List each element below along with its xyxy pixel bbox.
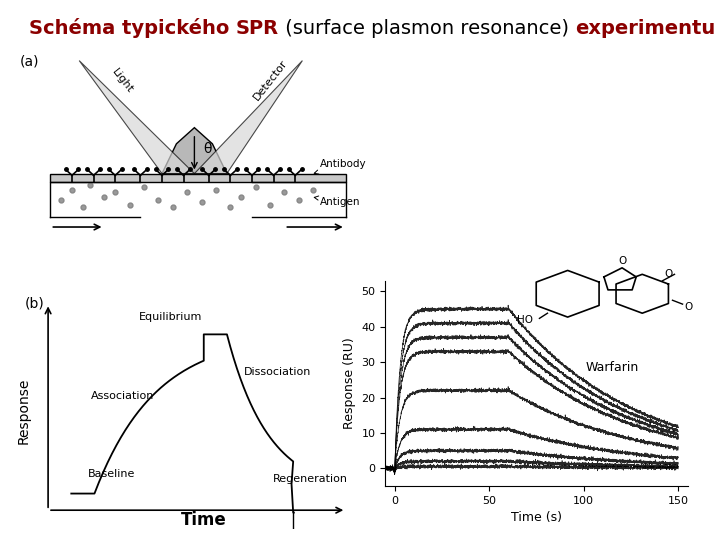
Text: experimentu: experimentu (575, 19, 716, 38)
Text: (a): (a) (20, 55, 40, 69)
Text: Dissociation: Dissociation (243, 367, 311, 377)
Polygon shape (79, 60, 194, 174)
Text: O: O (665, 269, 672, 279)
Text: O: O (618, 256, 626, 266)
Text: O: O (685, 302, 693, 312)
Text: Equilibrium: Equilibrium (139, 312, 202, 322)
Text: Antibody: Antibody (314, 159, 367, 174)
Polygon shape (194, 60, 302, 174)
X-axis label: Time (s): Time (s) (511, 511, 562, 524)
Text: (b): (b) (25, 296, 45, 310)
Text: Light: Light (110, 66, 135, 94)
Text: SPR: SPR (236, 19, 279, 38)
Text: Schéma typického: Schéma typického (29, 18, 236, 38)
Text: Regeneration: Regeneration (274, 474, 348, 484)
Y-axis label: Response (RU): Response (RU) (343, 338, 356, 429)
Text: HO: HO (517, 315, 534, 325)
Polygon shape (162, 127, 227, 174)
Text: θ: θ (204, 142, 212, 156)
Text: (surface plasmon resonance): (surface plasmon resonance) (279, 19, 575, 38)
Bar (50, 173, 346, 183)
Text: Warfarin: Warfarin (585, 361, 639, 374)
Text: Detector: Detector (251, 58, 289, 103)
Text: Association: Association (91, 390, 155, 401)
Text: Response: Response (17, 377, 30, 443)
Text: Baseline: Baseline (88, 469, 135, 479)
Text: Time: Time (181, 511, 227, 529)
Text: Antigen: Antigen (314, 196, 361, 207)
